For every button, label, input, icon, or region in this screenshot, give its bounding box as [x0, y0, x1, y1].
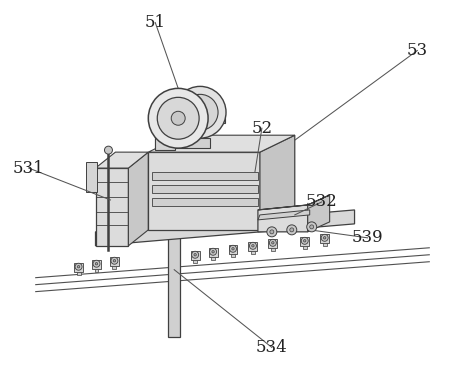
Text: 52: 52 — [251, 120, 272, 137]
Circle shape — [182, 94, 218, 130]
Circle shape — [111, 257, 118, 264]
Circle shape — [209, 248, 216, 255]
Polygon shape — [148, 152, 259, 230]
Circle shape — [249, 242, 256, 249]
Polygon shape — [193, 260, 197, 263]
Polygon shape — [152, 198, 257, 206]
Circle shape — [309, 225, 313, 229]
Circle shape — [104, 146, 112, 154]
Polygon shape — [300, 237, 308, 246]
Circle shape — [286, 225, 296, 235]
Polygon shape — [248, 242, 257, 251]
Polygon shape — [259, 135, 294, 230]
Text: 531: 531 — [13, 160, 44, 177]
Polygon shape — [228, 245, 237, 254]
Circle shape — [269, 230, 273, 234]
Polygon shape — [190, 251, 199, 260]
Bar — [85, 162, 97, 192]
Text: 53: 53 — [406, 42, 427, 59]
Circle shape — [269, 239, 276, 246]
Circle shape — [174, 86, 225, 138]
Circle shape — [266, 227, 276, 237]
Polygon shape — [250, 251, 254, 254]
Circle shape — [212, 251, 214, 253]
Circle shape — [303, 240, 305, 242]
Circle shape — [148, 88, 207, 148]
Text: 532: 532 — [305, 193, 337, 210]
Polygon shape — [257, 195, 329, 210]
Polygon shape — [152, 185, 257, 193]
Polygon shape — [257, 205, 307, 232]
Polygon shape — [95, 168, 128, 246]
Polygon shape — [257, 210, 309, 220]
Polygon shape — [148, 135, 294, 152]
Polygon shape — [112, 266, 116, 269]
Circle shape — [251, 244, 254, 247]
Circle shape — [271, 241, 274, 244]
Circle shape — [75, 263, 82, 270]
Polygon shape — [95, 152, 148, 168]
Polygon shape — [231, 254, 234, 257]
Bar — [155, 135, 175, 150]
Polygon shape — [155, 138, 210, 148]
Circle shape — [323, 236, 325, 239]
Bar — [155, 115, 225, 123]
Circle shape — [191, 251, 198, 258]
Polygon shape — [110, 257, 119, 266]
Circle shape — [157, 97, 199, 139]
Circle shape — [229, 245, 236, 252]
Circle shape — [194, 106, 206, 118]
Circle shape — [194, 254, 196, 256]
Polygon shape — [95, 210, 354, 246]
Polygon shape — [319, 234, 328, 243]
Polygon shape — [211, 257, 214, 260]
Text: 539: 539 — [351, 229, 382, 246]
Text: 51: 51 — [144, 14, 165, 31]
Circle shape — [300, 237, 307, 244]
Circle shape — [306, 222, 316, 232]
Polygon shape — [74, 263, 83, 272]
Bar — [168, 218, 180, 337]
Polygon shape — [76, 272, 81, 275]
Polygon shape — [302, 246, 306, 249]
Polygon shape — [268, 239, 277, 248]
Bar — [163, 214, 185, 220]
Polygon shape — [152, 172, 257, 180]
Polygon shape — [208, 248, 217, 257]
Circle shape — [320, 234, 327, 241]
Circle shape — [93, 260, 100, 267]
Polygon shape — [128, 152, 148, 246]
Polygon shape — [322, 243, 326, 246]
Circle shape — [232, 247, 234, 250]
Polygon shape — [307, 195, 329, 232]
Polygon shape — [92, 260, 101, 269]
Polygon shape — [270, 248, 274, 251]
Circle shape — [77, 266, 80, 268]
Circle shape — [289, 228, 293, 232]
Circle shape — [95, 263, 98, 265]
Circle shape — [113, 260, 115, 262]
Circle shape — [171, 111, 185, 125]
Text: 534: 534 — [256, 339, 287, 356]
Polygon shape — [94, 269, 98, 272]
